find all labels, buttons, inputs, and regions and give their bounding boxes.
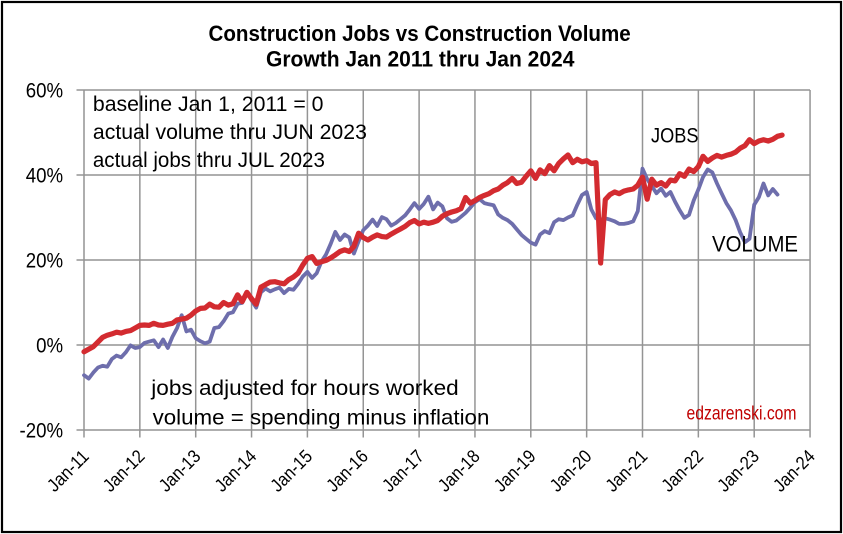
svg-text:jobs adjusted for hours worked: jobs adjusted for hours worked — [150, 377, 458, 400]
svg-text:baseline Jan 1, 2011 = 0: baseline Jan 1, 2011 = 0 — [93, 93, 324, 116]
svg-text:volume = spending minus inflat: volume = spending minus inflation — [153, 406, 490, 429]
svg-text:edzarenski.com: edzarenski.com — [687, 403, 797, 424]
svg-text:20%: 20% — [26, 249, 63, 272]
svg-text:0%: 0% — [36, 334, 63, 357]
svg-text:40%: 40% — [26, 164, 63, 187]
svg-text:actual volume thru JUN 2023: actual volume thru JUN 2023 — [93, 121, 367, 144]
svg-text:-20%: -20% — [20, 419, 64, 442]
svg-text:Construction Jobs vs Construct: Construction Jobs vs Construction Volume — [209, 21, 631, 46]
svg-text:JOBS: JOBS — [651, 124, 699, 148]
svg-text:Growth Jan 2011 thru Jan 2024: Growth Jan 2011 thru Jan 2024 — [266, 46, 575, 71]
svg-text:VOLUME: VOLUME — [712, 231, 798, 256]
svg-text:actual jobs thru JUL 2023: actual jobs thru JUL 2023 — [93, 149, 325, 172]
svg-text:60%: 60% — [26, 79, 63, 102]
